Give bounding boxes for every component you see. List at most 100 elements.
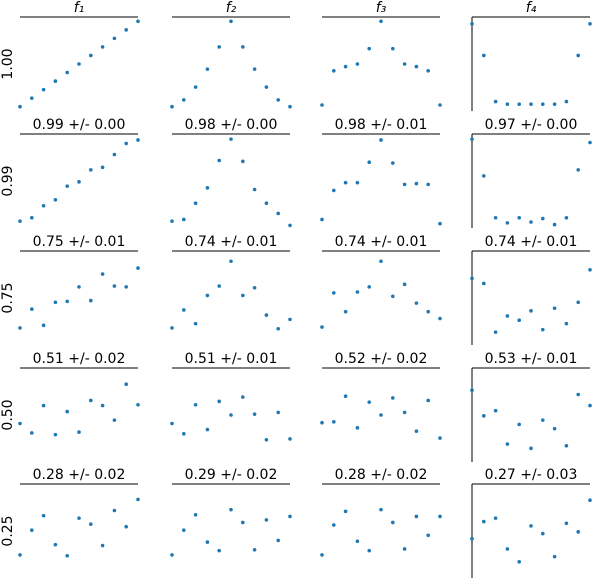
point bbox=[552, 102, 557, 106]
point bbox=[18, 219, 22, 223]
panel-title: 0.75 +/- 0.01 bbox=[33, 234, 126, 250]
point bbox=[493, 516, 498, 520]
row-label: 0.75 bbox=[0, 282, 16, 313]
point bbox=[252, 548, 257, 552]
point bbox=[576, 392, 580, 397]
point bbox=[136, 266, 140, 270]
point bbox=[576, 530, 580, 534]
point bbox=[112, 152, 117, 157]
point bbox=[276, 98, 281, 102]
point bbox=[517, 318, 521, 323]
point bbox=[438, 221, 442, 226]
point bbox=[552, 554, 557, 559]
point bbox=[402, 547, 407, 551]
point bbox=[355, 539, 360, 544]
point bbox=[100, 165, 105, 170]
point bbox=[438, 316, 442, 321]
panel-title: f₃ bbox=[376, 0, 387, 16]
point bbox=[505, 221, 510, 225]
point bbox=[288, 223, 292, 228]
point bbox=[30, 96, 34, 100]
point bbox=[276, 326, 281, 331]
point bbox=[529, 524, 533, 528]
point bbox=[170, 553, 174, 557]
point bbox=[264, 201, 269, 206]
point bbox=[482, 414, 486, 418]
point bbox=[343, 394, 348, 399]
point bbox=[229, 507, 233, 512]
point bbox=[41, 403, 46, 408]
point bbox=[30, 215, 34, 220]
point bbox=[332, 420, 336, 424]
point bbox=[541, 531, 545, 536]
panel-title: 0.28 +/- 0.02 bbox=[335, 467, 428, 483]
panel-title: 0.74 +/- 0.01 bbox=[485, 234, 578, 250]
point bbox=[241, 159, 245, 164]
point bbox=[252, 187, 257, 192]
point bbox=[65, 409, 69, 414]
point bbox=[493, 330, 498, 334]
point bbox=[505, 314, 510, 318]
point bbox=[426, 182, 431, 187]
point bbox=[112, 36, 117, 41]
point bbox=[320, 325, 324, 329]
point bbox=[41, 87, 46, 92]
panel-title: 0.74 +/- 0.01 bbox=[185, 234, 278, 250]
point bbox=[288, 514, 292, 519]
point bbox=[402, 182, 407, 187]
point bbox=[170, 421, 174, 426]
point bbox=[470, 22, 474, 26]
point bbox=[264, 437, 269, 442]
point bbox=[529, 309, 533, 313]
point bbox=[205, 540, 210, 544]
point bbox=[229, 19, 233, 24]
point bbox=[182, 432, 186, 436]
point bbox=[182, 98, 186, 102]
point bbox=[414, 301, 419, 305]
point bbox=[482, 53, 486, 58]
point bbox=[53, 79, 58, 83]
point bbox=[564, 321, 569, 326]
point bbox=[124, 141, 128, 146]
point bbox=[320, 217, 324, 222]
point bbox=[541, 102, 545, 106]
point bbox=[77, 285, 81, 289]
point bbox=[100, 543, 105, 548]
point bbox=[100, 45, 105, 49]
point bbox=[288, 104, 292, 109]
point bbox=[136, 402, 140, 407]
point bbox=[65, 553, 69, 558]
point bbox=[402, 410, 407, 415]
point bbox=[402, 282, 407, 287]
point bbox=[529, 102, 533, 106]
point bbox=[77, 62, 81, 66]
point bbox=[100, 272, 105, 276]
point bbox=[426, 309, 431, 314]
point bbox=[391, 520, 395, 525]
point bbox=[229, 259, 233, 264]
point bbox=[65, 184, 69, 188]
point bbox=[564, 215, 569, 220]
point bbox=[391, 161, 395, 165]
point bbox=[205, 293, 210, 298]
point bbox=[343, 509, 348, 514]
point bbox=[367, 548, 372, 553]
point bbox=[529, 220, 533, 224]
point bbox=[391, 46, 395, 51]
point bbox=[426, 533, 431, 538]
panel-title: 0.97 +/- 0.00 bbox=[485, 117, 578, 133]
point bbox=[124, 524, 128, 529]
panel-title: 0.51 +/- 0.02 bbox=[33, 351, 126, 367]
point bbox=[89, 522, 93, 526]
point bbox=[100, 403, 105, 408]
point bbox=[482, 174, 486, 178]
panel-title: f₄ bbox=[526, 0, 537, 16]
point bbox=[355, 62, 360, 66]
point bbox=[493, 99, 498, 104]
point bbox=[252, 67, 257, 71]
point bbox=[320, 103, 324, 107]
point bbox=[136, 19, 140, 24]
point bbox=[552, 222, 557, 227]
point bbox=[343, 180, 348, 185]
point bbox=[332, 523, 336, 527]
